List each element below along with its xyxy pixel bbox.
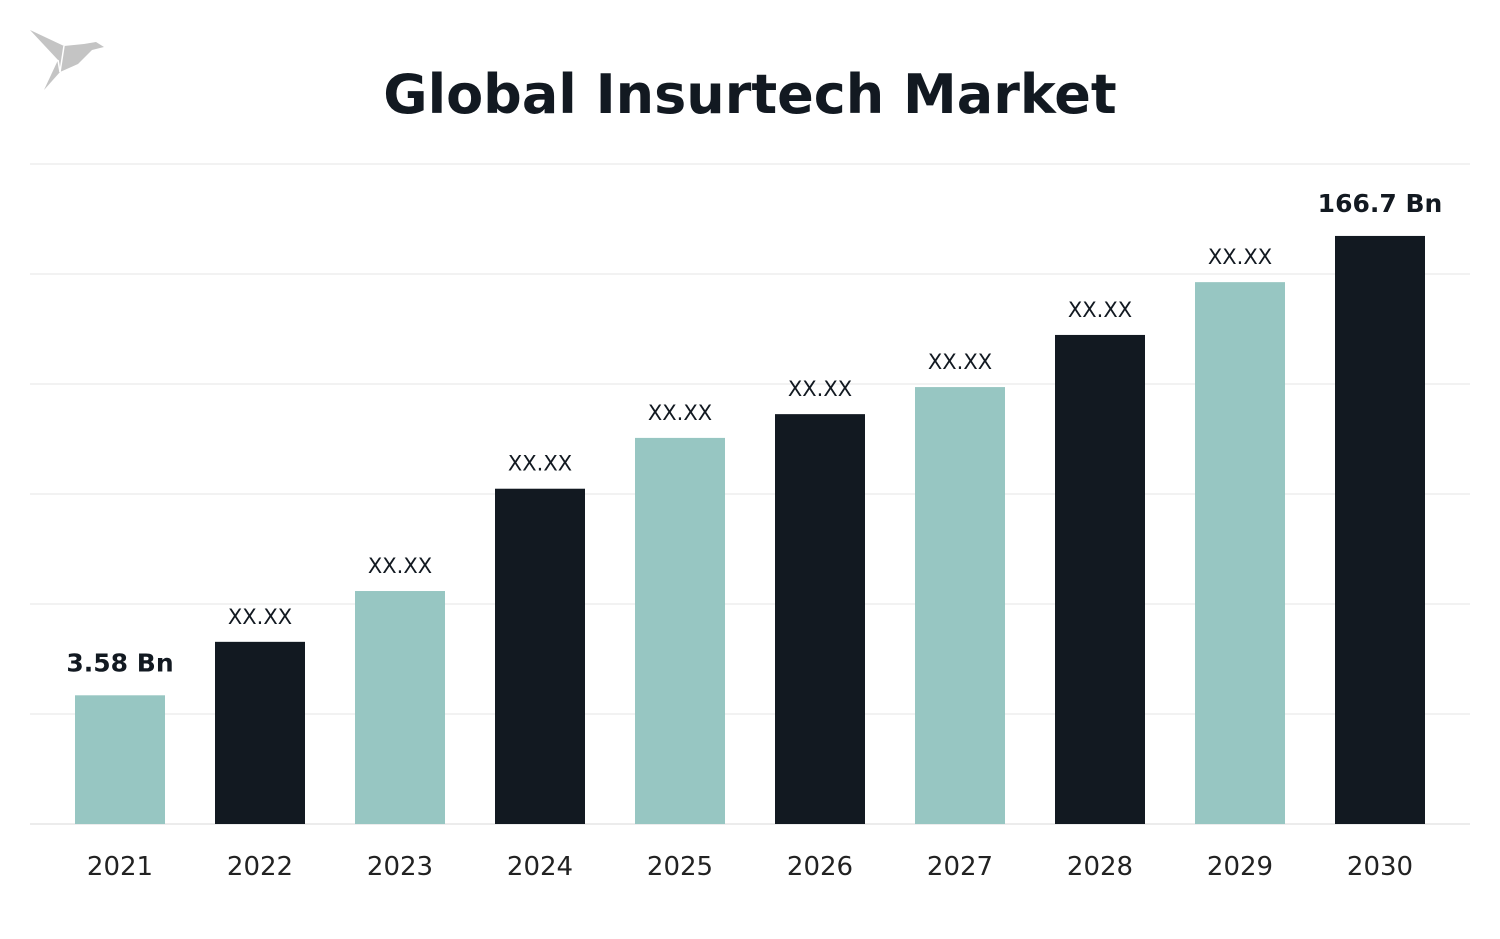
bar-2029 [1195,282,1285,824]
x-tick-2024: 2024 [507,852,573,882]
bar-2021 [75,695,165,824]
x-tick-2029: 2029 [1207,852,1273,882]
bar-2027 [915,387,1005,824]
x-tick-2027: 2027 [927,852,993,882]
data-label-2026: XX.XX [788,377,852,401]
bar-2022 [215,641,305,824]
x-tick-2026: 2026 [787,852,853,882]
data-label-2025: XX.XX [648,401,712,425]
x-tick-2021: 2021 [87,852,153,882]
bar-2026 [775,414,865,824]
bars [75,235,1425,824]
logo [30,30,104,90]
x-tick-2030: 2030 [1347,852,1413,882]
data-label-2022: XX.XX [228,605,292,629]
data-label-2027: XX.XX [928,350,992,374]
data-label-2028: XX.XX [1068,298,1132,322]
data-label-2030: 166.7 Bn [1318,189,1443,218]
data-label-2021: 3.58 Bn [66,648,173,677]
data-label-2024: XX.XX [508,452,572,476]
origami-bird-icon [30,30,104,90]
x-tick-2023: 2023 [367,852,433,882]
bar-2025 [635,437,725,824]
x-tick-2025: 2025 [647,852,713,882]
x-axis-tick-labels: 2021 2022 2023 2024 2025 2026 2027 2028 2029 2030 [87,852,1413,882]
bar-2030 [1335,235,1425,824]
x-tick-2022: 2022 [227,852,293,882]
chart-title: Global Insurtech Market [383,63,1116,126]
data-labels: 3.58 Bn XX.XX XX.XX XX.XX XX.XX XX.XX XX.XX XX.… [66,189,1442,677]
bar-2024 [495,488,585,824]
data-label-2029: XX.XX [1208,245,1272,269]
bar-2028 [1055,334,1145,824]
data-label-2023: XX.XX [368,554,432,578]
x-tick-2028: 2028 [1067,852,1133,882]
bar-2023 [355,591,445,824]
